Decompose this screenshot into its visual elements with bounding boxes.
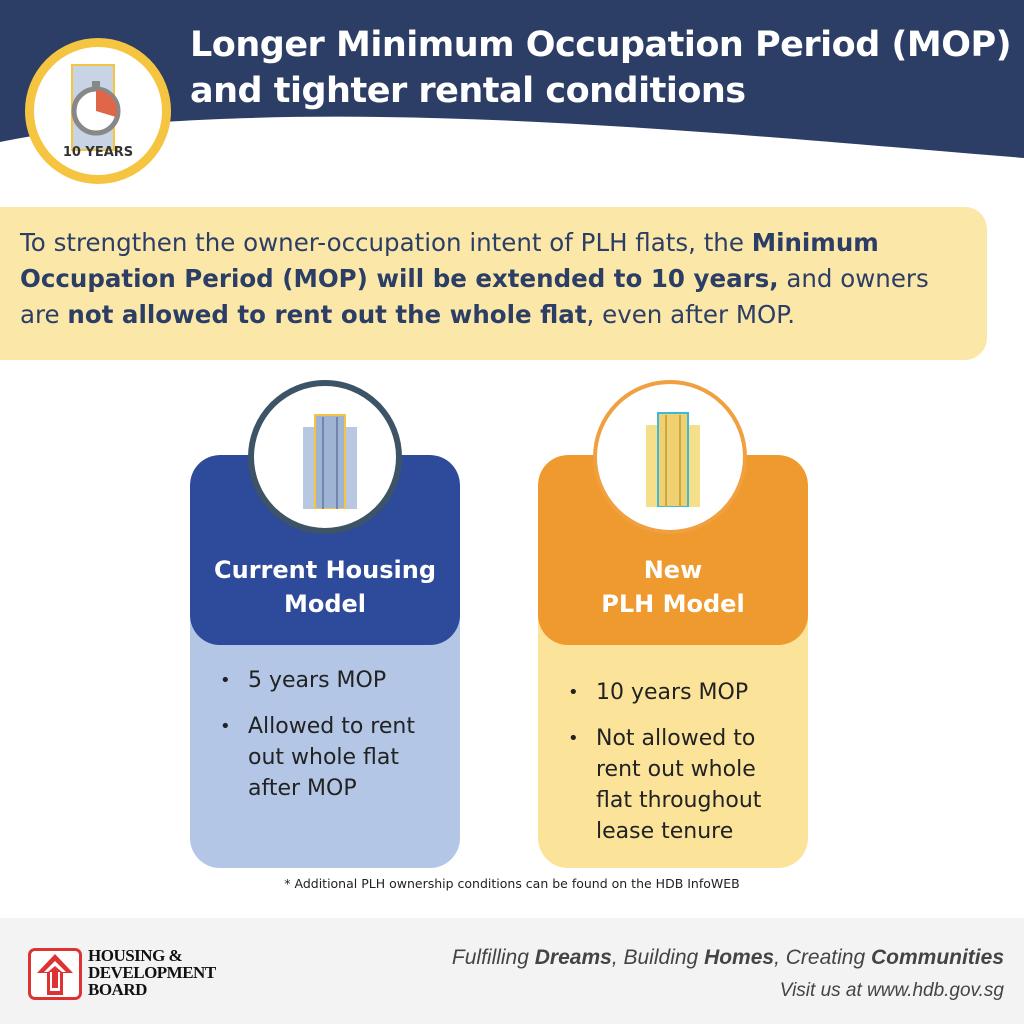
page-title: Longer Minimum Occupation Period (MOP) an… (190, 25, 1012, 111)
plh-building-icon (593, 380, 747, 534)
stopwatch-building-icon (71, 64, 121, 151)
footer: HOUSING & DEVELOPMENT BOARD Fulfilling Dre… (0, 918, 1024, 1024)
list-item: Not allowed to rent out whole flat throu… (568, 723, 788, 847)
hdb-logo-text: HOUSING & DEVELOPMENT BOARD (88, 946, 216, 999)
intro-text: To strengthen the owner-occupation inten… (0, 207, 987, 360)
list-item: 10 years MOP (568, 677, 788, 708)
list-item: 5 years MOP (220, 665, 440, 696)
footnote: * Additional PLH ownership conditions ca… (284, 876, 740, 891)
ten-years-badge: 10 YEARS (25, 38, 171, 184)
header-banner (0, 0, 1024, 158)
slogan: Fulfilling Dreams, Building Homes, Creat… (451, 946, 1004, 969)
hdb-logo-icon (28, 948, 82, 1000)
current-building-icon (248, 380, 402, 534)
website-link[interactable]: Visit us at www.hdb.gov.sg (779, 980, 1004, 1001)
list-item: Allowed to rent out whole flat after MOP (220, 711, 440, 804)
